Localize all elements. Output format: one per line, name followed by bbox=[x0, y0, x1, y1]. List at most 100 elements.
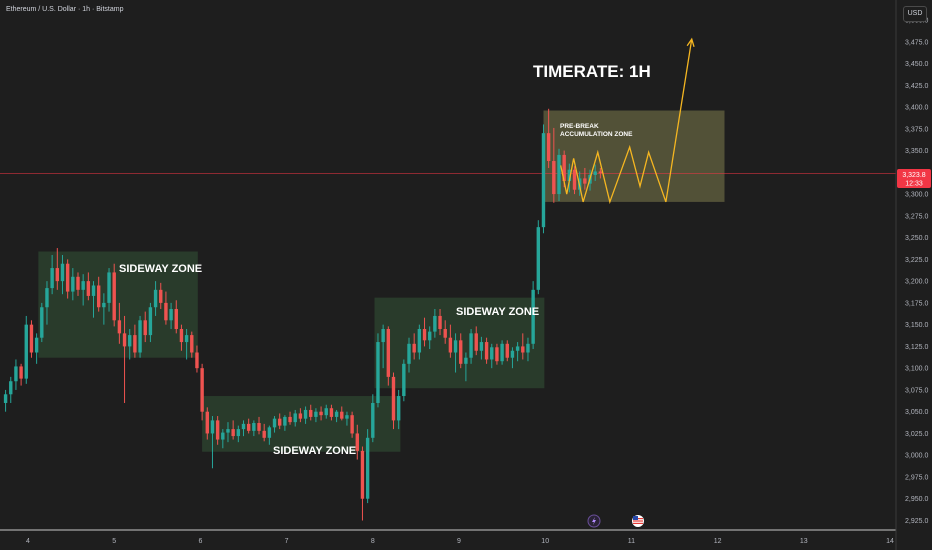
y-tick-label: 3,075.0 bbox=[905, 387, 928, 394]
candle-body bbox=[350, 415, 354, 434]
us-flag-event-icon[interactable] bbox=[632, 515, 644, 527]
candle-body bbox=[319, 411, 323, 416]
candle bbox=[236, 425, 241, 443]
candle-body bbox=[412, 343, 416, 353]
candle bbox=[396, 389, 401, 430]
candle-body bbox=[128, 335, 132, 347]
candle bbox=[143, 311, 147, 343]
candle bbox=[531, 281, 535, 350]
candle bbox=[583, 167, 587, 190]
candle bbox=[272, 416, 277, 433]
x-tick-label: 13 bbox=[800, 538, 808, 545]
symbol-title[interactable]: Ethereum / U.S. Dollar · 1h · Bitstamp bbox=[6, 6, 124, 13]
candle-body bbox=[236, 429, 241, 437]
x-tick-label: 4 bbox=[26, 538, 30, 545]
y-tick-label: 3,275.0 bbox=[905, 213, 928, 220]
candle-body bbox=[521, 346, 525, 353]
candle-body bbox=[159, 289, 163, 303]
candle-body bbox=[583, 178, 587, 184]
pre-break-label: PRE-BREAK bbox=[560, 123, 599, 130]
candle-body bbox=[505, 343, 509, 358]
forecast-arrowhead bbox=[686, 37, 695, 47]
candle bbox=[510, 347, 515, 369]
candle-body bbox=[241, 423, 246, 430]
candle-body bbox=[500, 343, 504, 362]
candle bbox=[303, 406, 308, 424]
candle bbox=[195, 345, 199, 373]
candle bbox=[179, 324, 184, 351]
candle-body bbox=[174, 308, 178, 330]
x-axis-ticks[interactable]: 4 5 6 7 8 9 10 11 12 13 14 bbox=[26, 538, 894, 545]
currency-button[interactable]: USD bbox=[903, 6, 927, 22]
candle bbox=[427, 326, 432, 350]
candle bbox=[324, 404, 328, 419]
candle bbox=[329, 404, 334, 421]
y-tick-label: 3,375.0 bbox=[905, 126, 928, 133]
candle bbox=[593, 164, 597, 182]
y-tick-label: 3,450.0 bbox=[905, 61, 928, 68]
candle-body bbox=[133, 335, 137, 353]
candle-body bbox=[86, 281, 91, 296]
candle-body bbox=[81, 281, 85, 290]
candle-body bbox=[288, 416, 292, 423]
candle-body bbox=[76, 276, 80, 290]
candle bbox=[552, 127, 556, 203]
candle bbox=[60, 255, 65, 295]
candle-body bbox=[360, 450, 365, 499]
candle bbox=[283, 415, 287, 431]
candle-body bbox=[50, 268, 54, 289]
candle-body bbox=[402, 363, 406, 397]
x-tick-label: 9 bbox=[457, 538, 461, 545]
candle bbox=[298, 408, 303, 423]
candle-body bbox=[138, 320, 142, 353]
candle bbox=[469, 329, 473, 364]
candle-body bbox=[262, 430, 266, 438]
x-tick-label: 8 bbox=[371, 538, 375, 545]
candle-body bbox=[293, 413, 297, 423]
y-tick-label: 3,225.0 bbox=[905, 257, 928, 264]
current-price-tag: 3,323.8 12:33 bbox=[897, 169, 931, 188]
candle bbox=[184, 329, 189, 360]
candle bbox=[479, 336, 484, 360]
candle bbox=[459, 333, 463, 369]
candle-body bbox=[438, 315, 442, 330]
candle bbox=[474, 326, 478, 356]
candle-body bbox=[329, 408, 334, 417]
candle-body bbox=[469, 333, 473, 358]
y-tick-label: 3,150.0 bbox=[905, 322, 928, 329]
candle-body bbox=[557, 154, 561, 195]
candle-body bbox=[122, 333, 127, 347]
candle-body bbox=[391, 376, 396, 421]
candle bbox=[50, 255, 54, 295]
candle-body bbox=[459, 340, 463, 364]
forecast-path bbox=[560, 39, 693, 205]
candle bbox=[128, 329, 132, 360]
candle-body bbox=[371, 402, 375, 438]
candle-body bbox=[386, 329, 391, 377]
zone-2-sideway bbox=[202, 396, 401, 452]
candle bbox=[505, 340, 509, 362]
candle bbox=[438, 308, 442, 336]
candle-body bbox=[484, 342, 489, 360]
candle-body bbox=[107, 272, 111, 303]
x-tick-label: 7 bbox=[285, 538, 289, 545]
y-tick-label: 2,950.0 bbox=[905, 496, 928, 503]
candle-body bbox=[598, 171, 603, 174]
candle-body bbox=[381, 329, 385, 343]
candle bbox=[14, 359, 18, 390]
candle bbox=[86, 272, 91, 301]
candle-body bbox=[298, 413, 303, 419]
candle bbox=[107, 268, 111, 312]
candle bbox=[148, 302, 153, 343]
x-tick-label: 12 bbox=[714, 538, 722, 545]
candle-body bbox=[593, 171, 597, 175]
candle-body bbox=[210, 420, 215, 434]
lightning-event-icon[interactable] bbox=[587, 514, 601, 528]
x-tick-label: 5 bbox=[112, 538, 116, 545]
candle bbox=[546, 108, 551, 168]
y-tick-label: 3,400.0 bbox=[905, 105, 928, 112]
candle-body bbox=[65, 263, 70, 292]
candle bbox=[572, 166, 577, 195]
candle bbox=[557, 148, 561, 202]
